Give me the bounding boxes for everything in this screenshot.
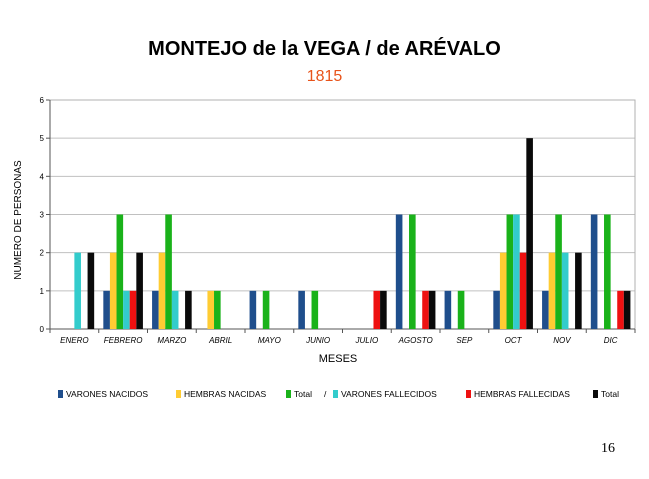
legend-separator: / [324,389,327,399]
legend-swatch [593,390,598,398]
bar [262,290,270,329]
chart-title: MONTEJO de la VEGA / de ARÉVALO [148,38,501,60]
bar [103,290,110,329]
x-tick-label: JULIO [355,336,379,345]
x-tick-label: FEBRERO [104,336,143,345]
legend-label: Total [601,389,619,399]
bar [165,214,172,329]
bar [519,252,527,329]
bar [395,214,403,329]
bar [561,252,569,329]
x-tick-label: OCT [505,336,523,345]
bar [444,290,452,329]
legend-label: HEMBRAS FALLECIDAS [474,389,570,399]
x-tick-label: MAYO [258,336,281,345]
legend-label: HEMBRAS NACIDAS [184,389,267,399]
x-tick-label: NOV [553,336,571,345]
x-tick-label: AGOSTO [398,336,433,345]
bar [422,290,429,329]
x-tick-label: DIC [604,336,618,345]
legend-label: VARONES NACIDOS [66,389,148,399]
bar [513,214,520,329]
bar [555,214,562,329]
y-tick-label: 1 [40,287,45,296]
legend-swatch [286,390,291,398]
bar [380,290,387,329]
bar [171,290,179,329]
bar [214,290,221,329]
bar [526,138,533,329]
bar [311,290,319,329]
bar [207,290,215,329]
legend-swatch [333,390,338,398]
bar [298,290,305,329]
bar [109,252,117,329]
bar [87,252,95,329]
bar [542,290,549,329]
bar [590,214,598,329]
y-tick-label: 3 [40,211,45,220]
bar [158,252,166,329]
bar [457,290,465,329]
bar [373,290,381,329]
bar [575,252,582,329]
bar [185,290,192,329]
x-tick-label: ABRIL [208,336,232,345]
y-tick-label: 5 [40,134,45,143]
legend-swatch [466,390,471,398]
bar [74,252,81,329]
y-tick-label: 0 [40,325,45,334]
bar [506,214,514,329]
y-tick-label: 4 [40,172,45,181]
y-axis-label: NUMERO DE PERSONAS [13,160,24,280]
bar [409,214,416,329]
page-number: 16 [601,441,615,456]
bar [493,290,500,329]
x-tick-label: MARZO [157,336,186,345]
chart-subtitle: 1815 [306,68,343,85]
legend-swatch [176,390,181,398]
legend-swatch [58,390,63,398]
x-tick-label: JUNIO [305,336,330,345]
bar [623,290,631,329]
bar [548,252,556,329]
y-tick-label: 2 [40,249,45,258]
bar [249,290,257,329]
x-tick-label: ENERO [60,336,88,345]
bar [136,252,143,329]
bar [428,290,436,329]
bar [116,214,124,329]
bar [123,290,130,329]
bar [604,214,611,329]
y-tick-label: 6 [40,96,45,105]
bar [152,290,159,329]
bar [617,290,624,329]
legend-label: Total [294,389,312,399]
x-tick-label: SEP [456,336,473,345]
legend-label: VARONES FALLECIDOS [341,389,437,399]
x-axis-label: MESES [319,353,358,365]
bar [129,290,137,329]
bar [499,252,507,329]
